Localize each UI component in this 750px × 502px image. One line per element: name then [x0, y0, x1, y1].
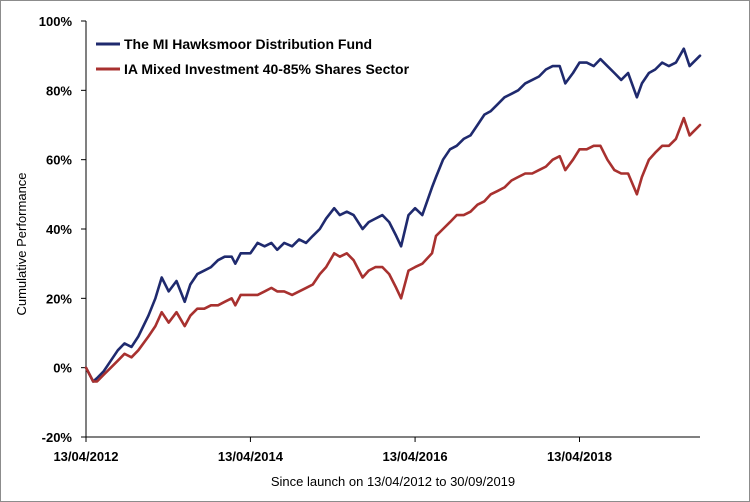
x-tick-label: 13/04/2016 [383, 449, 448, 464]
series-lines [84, 47, 702, 383]
legend-label-sector: IA Mixed Investment 40-85% Shares Sector [124, 61, 410, 77]
sector-series-line [84, 116, 702, 383]
x-tick-label: 13/04/2012 [53, 449, 118, 464]
x-axis-title: Since launch on 13/04/2012 to 30/09/2019 [271, 474, 515, 489]
legend-label-fund: The MI Hawksmoor Distribution Fund [124, 36, 372, 52]
x-axis: 13/04/2012 13/04/2014 13/04/2016 13/04/2018 [53, 436, 700, 464]
y-tick-label: -20% [42, 430, 73, 445]
y-tick-label: 20% [46, 291, 72, 306]
y-tick-label: 60% [46, 153, 72, 168]
x-tick-label: 13/04/2018 [547, 449, 612, 464]
y-axis: -20% 0% 20% 40% 60% 80% 100% [39, 14, 87, 445]
x-tick-label: 13/04/2014 [218, 449, 284, 464]
y-axis-title: Cumulative Performance [14, 172, 29, 315]
y-tick-label: 100% [39, 14, 73, 29]
fund-series-line [84, 47, 702, 383]
y-tick-label: 0% [53, 361, 72, 376]
y-tick-label: 80% [46, 83, 72, 98]
y-tick-label: 40% [46, 222, 72, 237]
legend: The MI Hawksmoor Distribution Fund IA Mi… [96, 36, 410, 77]
